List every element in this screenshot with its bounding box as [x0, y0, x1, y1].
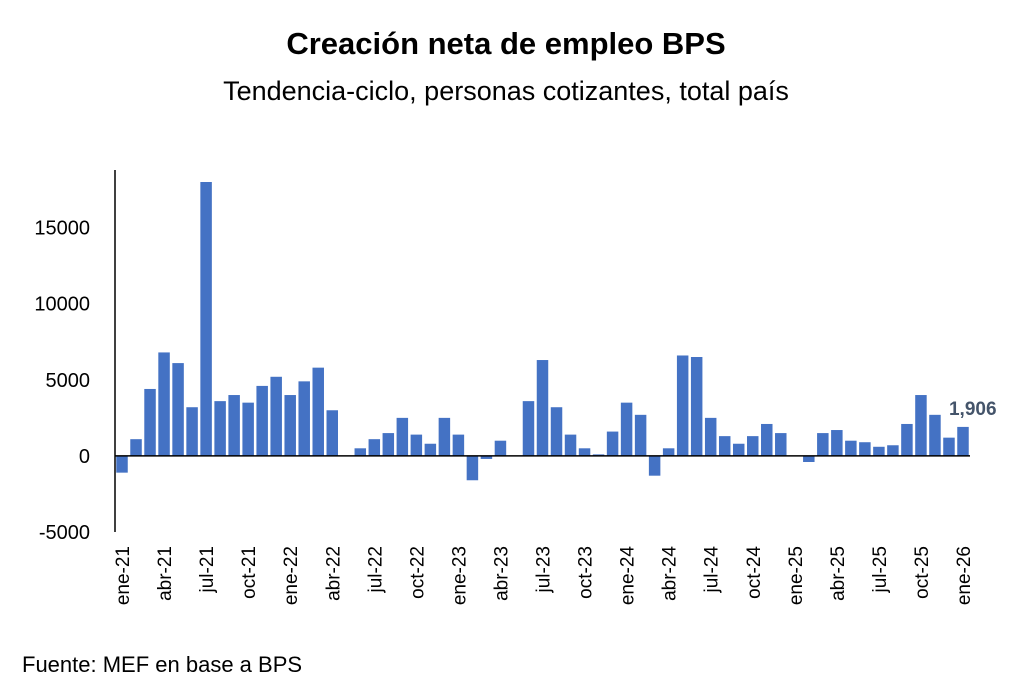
- bar-jul-23: [536, 360, 549, 456]
- chart-title: Creación neta de empleo BPS: [286, 26, 726, 61]
- y-tick-label: -5000: [39, 522, 90, 544]
- bar-feb-25: [803, 455, 815, 462]
- bar-feb-23: [466, 455, 479, 481]
- x-tick-label: ene-22: [281, 546, 302, 605]
- x-tick-label: jul-24: [702, 546, 723, 594]
- bar-ene-22: [284, 395, 296, 456]
- bar-abr-25: [831, 430, 843, 456]
- y-tick-labels: -5000 0 5000 10000 15000: [34, 218, 90, 544]
- bar-abr-21: [158, 352, 170, 456]
- bar-jul-21: [200, 182, 212, 456]
- bar-jun-25: [859, 442, 871, 456]
- bar-jun-23: [522, 401, 535, 456]
- bar-oct-22: [410, 434, 423, 456]
- bar-oct-23: [578, 448, 591, 456]
- bar-abr-23: [494, 440, 507, 456]
- bar-dic-25: [943, 437, 955, 456]
- bar-mar-23: [480, 455, 493, 459]
- bar-ago-24: [718, 436, 731, 456]
- bar-dic-22: [438, 417, 451, 456]
- bar-sep-24: [732, 443, 745, 456]
- bar-oct-25: [915, 395, 927, 456]
- x-tick-label: oct-24: [744, 546, 765, 599]
- last-value-label: 1,906: [949, 399, 997, 420]
- bar-feb-22: [298, 381, 310, 456]
- bar-mar-25: [817, 433, 829, 456]
- bar-sep-22: [396, 417, 409, 456]
- y-tick-label: 10000: [34, 294, 90, 316]
- x-tick-label: jul-25: [870, 546, 891, 593]
- x-tick-label: ene-26: [954, 546, 975, 605]
- x-tick-label: oct-22: [407, 546, 428, 599]
- bar-nov-25: [929, 414, 941, 456]
- bar-nov-23: [592, 454, 605, 456]
- bar-nov-21: [256, 385, 268, 456]
- x-tick-label: jul-21: [197, 546, 218, 593]
- bar-ago-25: [887, 445, 899, 456]
- bar-sep-21: [228, 395, 240, 456]
- x-tick-label: jul-23: [534, 546, 555, 593]
- bar-oct-24: [747, 436, 759, 456]
- chart-subtitle: Tendencia-ciclo, personas cotizantes, to…: [223, 76, 789, 106]
- bar-nov-24: [761, 423, 773, 456]
- bar-ago-21: [214, 401, 226, 456]
- x-tick-label: abr-25: [828, 546, 849, 601]
- bar-sep-23: [564, 434, 577, 456]
- x-tick-labels: ene-21 abr-21 jul-21 oct-21 ene-22 abr-22 jul-…: [113, 546, 975, 606]
- bar-jun-21: [186, 407, 198, 456]
- bar-abr-22: [326, 410, 338, 456]
- x-tick-label: oct-23: [576, 546, 597, 599]
- bar-jul-22: [368, 439, 381, 456]
- x-tick-label: abr-22: [323, 546, 344, 601]
- bar-may-25: [845, 440, 857, 456]
- bar-jun-24: [690, 357, 703, 456]
- x-tick-label: abr-23: [491, 546, 512, 601]
- bar-ene-23: [452, 434, 465, 456]
- bar-ene-24: [620, 402, 633, 456]
- bar-ene-26: [957, 426, 969, 456]
- y-tick-label: 15000: [34, 218, 90, 240]
- x-tick-label: abr-24: [660, 546, 681, 601]
- x-tick-label: abr-21: [155, 546, 176, 601]
- bar-dic-23: [606, 431, 619, 456]
- chart-source: Fuente: MEF en base a BPS: [22, 652, 303, 677]
- x-tick-label: ene-21: [113, 546, 134, 605]
- x-tick-label: oct-21: [239, 546, 260, 599]
- bar-mar-24: [648, 455, 661, 476]
- bar-dic-21: [270, 376, 282, 456]
- bar-mar-22: [312, 367, 324, 456]
- bar-dic-24: [775, 433, 787, 456]
- bar-nov-22: [424, 443, 437, 456]
- bar-oct-21: [242, 402, 254, 456]
- bar-may-24: [676, 355, 689, 456]
- bars-group: [116, 182, 969, 481]
- x-tick-label: oct-25: [912, 546, 933, 599]
- bar-ene-21: [116, 455, 128, 473]
- bar-feb-21: [130, 439, 142, 456]
- bar-jul-25: [873, 446, 885, 456]
- bar-abr-24: [662, 448, 675, 456]
- bar-jul-24: [704, 417, 717, 456]
- bar-ago-22: [382, 433, 395, 456]
- x-tick-label: ene-23: [449, 546, 470, 605]
- bar-jun-22: [354, 448, 367, 456]
- bar-ago-23: [550, 407, 563, 456]
- bar-mar-21: [144, 388, 156, 456]
- y-tick-label: 0: [79, 446, 90, 468]
- bar-may-21: [172, 363, 184, 456]
- bar-feb-24: [634, 414, 647, 456]
- x-tick-label: ene-24: [618, 546, 639, 606]
- y-tick-label: 5000: [46, 370, 91, 392]
- bar-sep-25: [901, 423, 913, 456]
- x-tick-label: ene-25: [786, 546, 807, 605]
- x-tick-label: jul-22: [365, 546, 386, 593]
